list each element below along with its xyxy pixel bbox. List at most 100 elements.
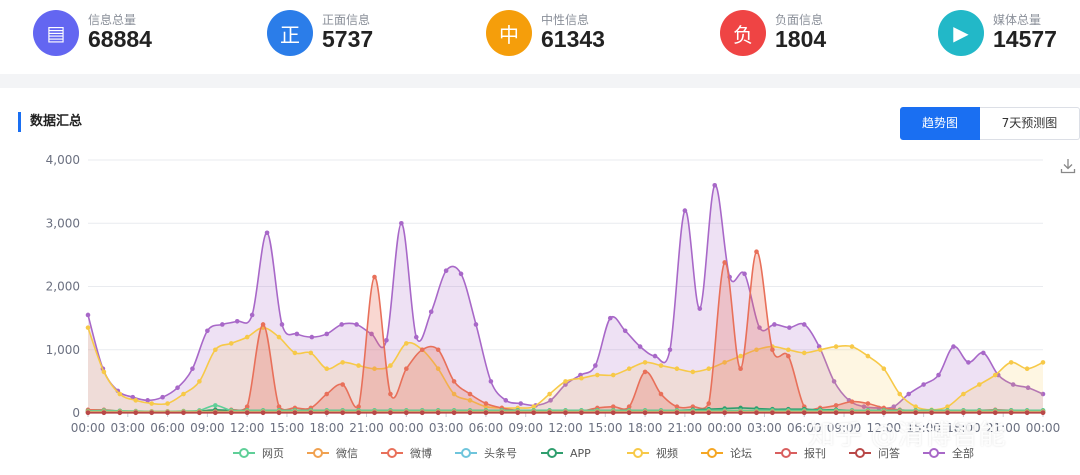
data-point: [642, 410, 648, 416]
data-point: [1024, 410, 1030, 416]
stat-label: 正面信息: [322, 13, 371, 27]
legend-item[interactable]: 微博: [381, 446, 432, 460]
data-point: [697, 306, 703, 311]
legend-item[interactable]: 视频: [627, 446, 678, 460]
data-point: [921, 382, 926, 387]
x-tick-label: 21:00: [349, 421, 384, 435]
legend-item[interactable]: 微信: [307, 446, 358, 460]
data-point: [101, 410, 107, 416]
data-point: [197, 379, 202, 384]
data-point: [674, 410, 680, 416]
data-point: [356, 404, 361, 409]
download-icon[interactable]: [1060, 158, 1076, 174]
data-point: [160, 394, 165, 400]
data-point: [642, 360, 648, 365]
data-point: [292, 410, 298, 416]
y-tick-label: 3,000: [46, 216, 80, 230]
watermark: 知乎 @清博智能: [808, 420, 1006, 451]
data-point: [372, 410, 377, 416]
data-point: [117, 391, 123, 397]
data-point: [458, 271, 464, 277]
data-point: [865, 410, 871, 416]
neutral-icon: 中: [486, 10, 532, 56]
x-tick-label: 12:00: [548, 421, 583, 435]
legend-item[interactable]: 问答: [849, 446, 900, 460]
data-point: [372, 366, 377, 372]
x-tick-label: 09:00: [190, 421, 225, 435]
legend-item[interactable]: 论坛: [701, 446, 752, 460]
data-point: [593, 363, 598, 368]
data-point: [757, 325, 762, 330]
series-问答: [85, 410, 1046, 416]
legend-item[interactable]: 报刊: [775, 446, 826, 460]
legend-item[interactable]: APP: [541, 447, 591, 460]
data-point: [626, 404, 632, 409]
data-point: [435, 410, 441, 416]
data-point: [276, 404, 282, 409]
data-point: [913, 410, 918, 416]
legend-item[interactable]: 全部: [923, 446, 974, 460]
stat-label: 中性信息: [541, 13, 590, 27]
data-point: [579, 410, 584, 416]
data-point: [354, 322, 359, 327]
data-point: [738, 410, 743, 416]
data-point: [667, 347, 673, 353]
legend-swatch-dot: [461, 448, 471, 458]
data-point: [388, 410, 393, 416]
data-point: [175, 385, 180, 391]
data-point: [244, 334, 250, 340]
data-point: [579, 375, 584, 381]
data-point: [652, 353, 658, 359]
data-point: [881, 366, 887, 372]
data-point: [801, 322, 807, 327]
data-point: [754, 249, 759, 255]
data-point: [787, 325, 792, 330]
data-point: [891, 404, 897, 409]
data-point: [833, 344, 839, 349]
data-point: [404, 366, 409, 372]
legend-swatch-dot: [547, 448, 557, 458]
legend-item[interactable]: 头条号: [455, 446, 517, 460]
data-point: [610, 404, 616, 409]
data-point: [786, 353, 791, 359]
data-point: [1008, 360, 1014, 365]
tab-forecast[interactable]: 7天预测图: [980, 107, 1080, 140]
data-point: [563, 379, 568, 384]
data-point: [443, 268, 449, 273]
data-point: [913, 404, 918, 409]
data-point: [356, 363, 361, 368]
data-point: [563, 410, 568, 416]
data-point: [1040, 391, 1046, 397]
data-point: [674, 404, 680, 409]
x-tick-label: 06:00: [787, 421, 822, 435]
data-point: [833, 410, 839, 416]
legend-item[interactable]: 网页: [233, 447, 284, 460]
data-point: [483, 410, 489, 416]
data-point: [547, 391, 552, 397]
data-point: [945, 410, 950, 416]
data-point: [413, 334, 419, 340]
data-point: [610, 410, 616, 416]
data-point: [294, 331, 300, 337]
data-point: [165, 401, 170, 406]
legend: 网页 微信 微博 头条号 APP 视频 论坛 报刊 问答 全部: [233, 446, 974, 460]
data-point: [817, 410, 823, 416]
data-point: [264, 230, 270, 236]
legend-label: 全部: [952, 446, 974, 460]
legend-label: 头条号: [484, 446, 517, 460]
x-tick-label: 21:00: [986, 421, 1021, 435]
data-point: [340, 382, 345, 387]
data-point: [276, 334, 282, 340]
data-point: [861, 404, 867, 409]
stat-value: 68884: [88, 26, 152, 52]
x-tick-label: 12:00: [867, 421, 902, 435]
data-point: [483, 401, 489, 406]
series-视频: [85, 325, 1046, 413]
x-tick-label: 06:00: [150, 421, 185, 435]
tab-trend[interactable]: 趋势图: [900, 107, 980, 140]
x-tick-label: 09:00: [827, 421, 862, 435]
data-point: [292, 350, 298, 356]
x-tick-label: 15:00: [588, 421, 623, 435]
data-point: [595, 372, 600, 378]
data-point: [249, 312, 255, 318]
